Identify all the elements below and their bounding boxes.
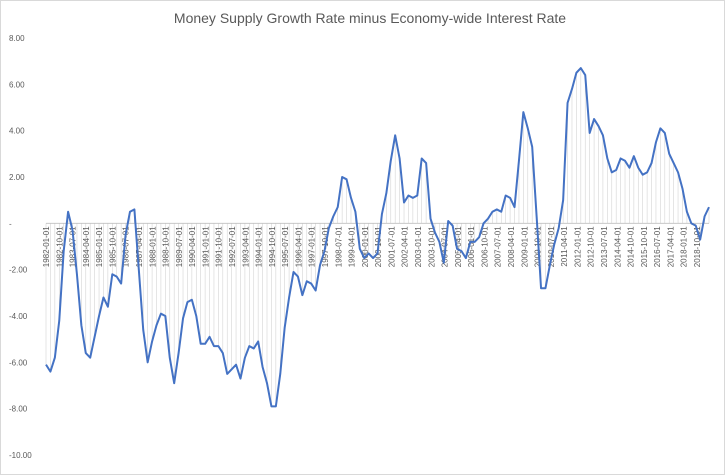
x-tick-label: 2000-01-01 [361,226,370,267]
series-layer [45,67,710,408]
x-tick-label: 2006-10-01 [480,226,489,267]
x-tick-label: 1991-10-01 [215,226,224,267]
x-tick-label: 2011-04-01 [560,226,569,267]
x-tick-label: 1997-01-01 [308,226,317,267]
x-tick-label: 1998-07-01 [334,226,343,267]
x-tick-label: 1985-01-01 [95,226,104,267]
x-tick-label: 1996-04-01 [294,226,303,267]
x-tick-label: 2017-04-01 [666,226,675,267]
x-tick-label: 1982-01-01 [42,226,51,267]
x-tick-label: 1983-07-01 [69,226,78,267]
x-tick-label: 2013-07-01 [600,226,609,267]
x-tick-label: 2007-07-01 [494,226,503,267]
x-tick-label: 2012-10-01 [587,226,596,267]
x-tick-label: 1993-04-01 [241,226,250,267]
x-tick-label: 2003-01-01 [414,226,423,267]
y-tick-label: 6.00 [9,80,25,89]
x-tick-label: 1987-04-01 [135,226,144,267]
x-tick-label: 1994-10-01 [268,226,277,267]
grid-lines [45,68,710,407]
x-tick-label: 2012-01-01 [573,226,582,267]
x-tick-label: 2003-10-01 [427,226,436,267]
x-tick-label: 2015-10-01 [640,226,649,267]
y-tick-label: -10.00 [9,451,32,460]
y-tick-label: -8.00 [9,405,28,414]
x-tick-label: 1988-10-01 [162,226,171,267]
x-tick-label: 2016-07-01 [653,226,662,267]
x-tick-label: 2002-04-01 [401,226,410,267]
y-tick-label: 2.00 [9,173,25,182]
y-tick-label: -6.00 [9,358,28,367]
x-tick-label: 2018-01-01 [680,226,689,267]
x-tick-label: 2014-04-01 [613,226,622,267]
x-axis-ticks: 1982-01-01 1982-10-01 1983-07-01 1984-04-01… [42,226,702,267]
y-tick-label: 8.00 [9,34,25,43]
x-tick-label: 1985-10-01 [108,226,117,267]
x-tick-label: 2014-10-01 [627,226,636,267]
y-tick-label: 4.00 [9,127,25,136]
x-tick-label: 1999-04-01 [348,226,357,267]
y-tick-label: - [9,219,12,228]
x-tick-label: 2018-10-01 [693,226,702,267]
x-tick-label: 1995-07-01 [281,226,290,267]
x-tick-label: 2009-01-01 [520,226,529,267]
x-tick-label: 1991-01-01 [201,226,210,267]
y-tick-label: -2.00 [9,266,28,275]
x-tick-label: 1982-10-01 [55,226,64,267]
x-tick-label: 2005-04-01 [454,226,463,267]
x-tick-label: 1986-07-01 [122,226,131,267]
x-tick-label: 2008-04-01 [507,226,516,267]
x-tick-label: 1988-01-01 [148,226,157,267]
y-tick-label: -4.00 [9,312,28,321]
x-tick-label: 1984-04-01 [82,226,91,267]
x-tick-label: 1992-07-01 [228,226,237,267]
chart-title: Money Supply Growth Rate minus Economy-w… [174,10,566,26]
x-tick-label: 2010-07-01 [547,226,556,267]
x-tick-label: 2001-07-01 [387,226,396,267]
x-tick-label: 1989-07-01 [175,226,184,267]
x-tick-label: 2006-01-01 [467,226,476,267]
x-tick-label: 1990-04-01 [188,226,197,267]
x-tick-label: 1994-01-01 [255,226,264,267]
series-line [45,67,710,408]
y-axis-ticks: 8.00 6.00 4.00 2.00 - -2.00 -4.00 -6.00 -8.00 -10… [9,34,32,460]
